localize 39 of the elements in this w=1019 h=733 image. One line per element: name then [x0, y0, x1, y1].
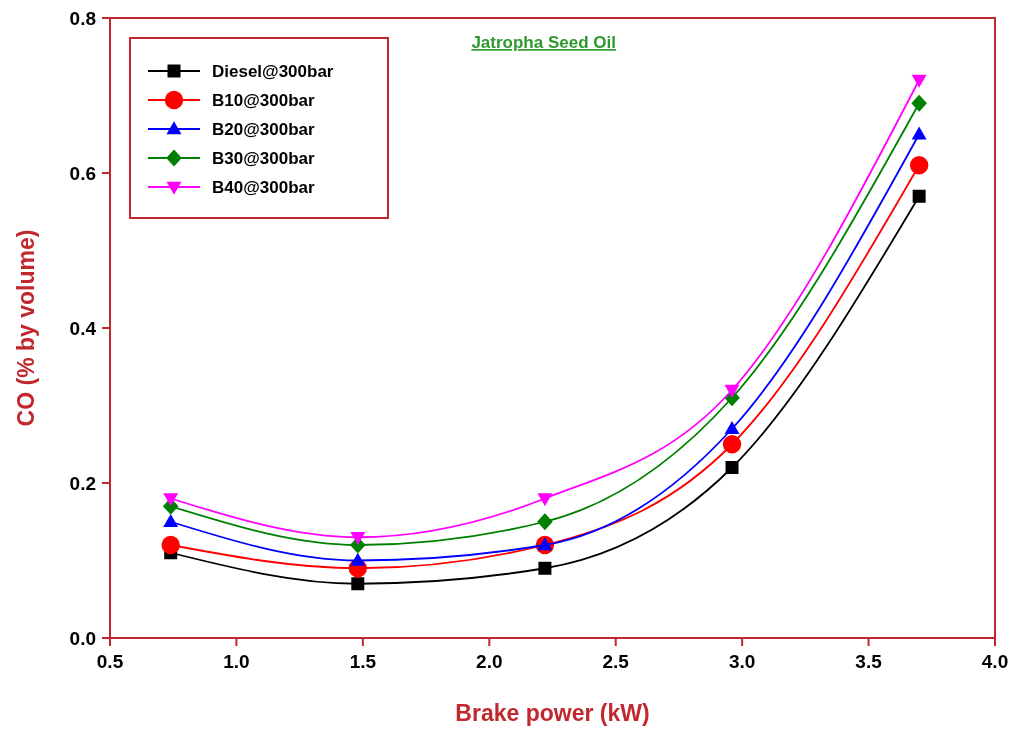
point: [911, 74, 927, 88]
point: [724, 420, 740, 434]
point: [725, 461, 739, 474]
point: [537, 513, 553, 531]
x-tick-label: 1.5: [349, 651, 377, 672]
legend-label: B40@300bar: [212, 177, 315, 197]
point: [724, 384, 740, 398]
legend-label: B10@300bar: [212, 90, 315, 110]
y-tick-label: 0.6: [69, 162, 96, 184]
point: [538, 561, 552, 575]
text: Jatropha Seed Oil: [471, 33, 616, 52]
x-tick-label: 3.0: [728, 651, 756, 672]
point: [350, 552, 366, 566]
point: [537, 493, 553, 507]
x-tick-label: 3.5: [855, 651, 883, 672]
point: [911, 94, 927, 112]
y-tick-label: 0.0: [69, 627, 96, 649]
legend-label: B20@300bar: [212, 119, 315, 139]
legend-label: B30@300bar: [212, 148, 315, 168]
x-tick-label: 2.0: [476, 651, 503, 672]
point: [722, 435, 742, 454]
point: [163, 493, 179, 507]
y-tick-label: 0.2: [69, 472, 96, 494]
point: [161, 535, 180, 555]
point: [350, 532, 366, 546]
x-tick-label: 4.0: [981, 651, 1009, 672]
point: [909, 156, 929, 175]
y-axis-title: CO (% by volume): [13, 229, 39, 427]
x-tick-label: 1.0: [223, 651, 250, 672]
legend-label: Diesel@300bar: [212, 61, 334, 81]
y-tick-label: 0.8: [69, 7, 96, 29]
x-tick-label: 0.5: [96, 651, 124, 672]
point: [912, 189, 926, 203]
y-tick-label: 0.4: [69, 317, 97, 339]
point: [911, 126, 927, 140]
point: [351, 577, 365, 591]
x-axis-title: Brake power (kW): [455, 700, 650, 726]
x-tick-label: 2.5: [602, 651, 630, 672]
point: [163, 513, 179, 527]
